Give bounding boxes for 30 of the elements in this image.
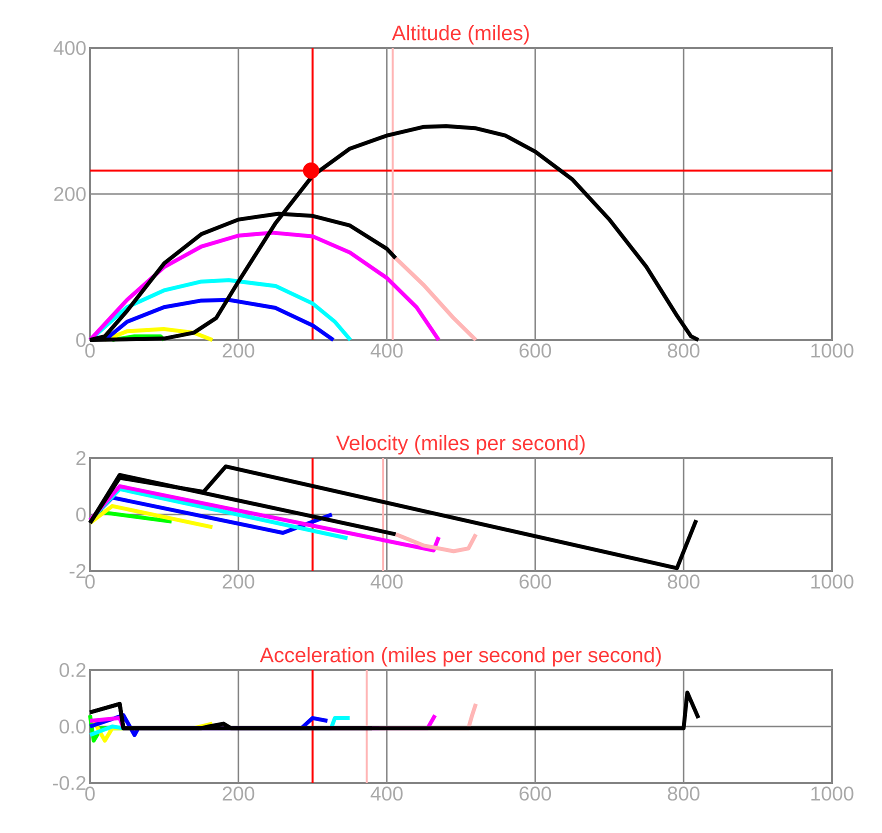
x-tick-label: 600 (520, 344, 552, 358)
x-tick-label: 600 (520, 786, 552, 801)
x-tick-label: 600 (520, 574, 552, 589)
x-tick-label: 0 (85, 574, 95, 589)
x-tick-label: 200 (222, 786, 254, 801)
x-tick-label: 800 (668, 574, 700, 589)
y-tick-label: 0.2 (60, 662, 86, 678)
x-tick-label: 1000 (811, 344, 854, 358)
x-tick-label: 400 (370, 786, 403, 801)
chart-title: Altitude (miles) (392, 25, 529, 45)
x-tick-label: 800 (668, 344, 700, 358)
y-tick-label: -2 (70, 564, 86, 578)
y-tick-label: 0 (76, 507, 86, 522)
y-tick-label: -0.2 (53, 776, 86, 790)
x-tick-label: 0 (85, 786, 95, 801)
y-tick-label: 0 (76, 332, 86, 348)
chart-title: Acceleration (miles per second per second) (260, 647, 661, 667)
x-tick-label: 1000 (811, 574, 854, 589)
x-tick-label: 400 (370, 344, 403, 358)
y-tick-label: 200 (54, 186, 86, 202)
chart-title: Velocity (miles per second) (336, 435, 585, 455)
x-tick-label: 200 (222, 574, 254, 589)
y-tick-label: 0.0 (60, 719, 86, 734)
y-tick-label: 2 (76, 451, 86, 465)
x-tick-label: 0 (85, 344, 95, 358)
x-tick-label: 800 (668, 786, 700, 801)
x-tick-label: 400 (370, 574, 403, 589)
y-tick-label: 400 (54, 40, 86, 56)
x-tick-label: 1000 (811, 786, 854, 801)
x-tick-label: 200 (222, 344, 254, 358)
